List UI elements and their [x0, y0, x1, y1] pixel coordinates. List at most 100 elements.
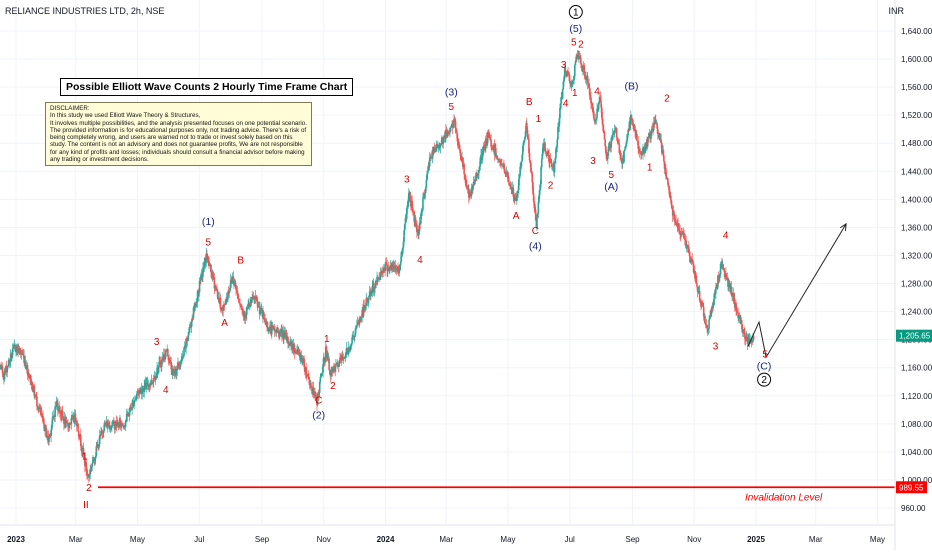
x-tick-label: Jul — [565, 535, 575, 544]
candle-body — [667, 178, 669, 185]
candle-body — [133, 399, 136, 402]
candle-body — [564, 67, 567, 72]
candle-body — [455, 127, 457, 130]
candle-body — [223, 304, 225, 307]
candle-body — [28, 372, 30, 378]
wave-label: 4 — [563, 99, 569, 110]
candle-body — [537, 202, 540, 214]
candle-body — [366, 298, 368, 301]
candle-body — [520, 166, 522, 167]
candle-body — [186, 339, 189, 342]
candle-body — [568, 74, 571, 82]
candle-body — [420, 213, 422, 224]
candle-body — [397, 267, 399, 269]
candle-body — [143, 385, 146, 392]
candle-body — [551, 162, 553, 166]
candle-body — [44, 424, 47, 429]
candle-body — [121, 422, 123, 425]
candle-body — [102, 432, 104, 434]
y-tick-label: 1,000.00 — [901, 476, 932, 485]
candle-body — [277, 333, 280, 334]
circled-wave-marker — [568, 5, 583, 20]
candle-body — [628, 121, 631, 131]
candle-body — [707, 328, 710, 331]
candle-body — [181, 355, 184, 358]
candle-body — [389, 267, 391, 269]
candle-body — [420, 210, 423, 214]
candle-body — [702, 303, 704, 307]
candle-body — [565, 71, 567, 73]
candle-body — [65, 420, 68, 423]
candle-body — [264, 319, 266, 321]
candle-body — [488, 133, 490, 138]
candle-body — [575, 56, 577, 62]
candle-body — [203, 263, 206, 269]
candle-body — [449, 127, 452, 132]
candle-body — [74, 413, 77, 422]
candle-body — [507, 176, 510, 183]
candle-body — [312, 387, 315, 394]
candle-body — [165, 350, 167, 357]
candle-body — [19, 350, 22, 355]
candle-body — [623, 150, 625, 162]
candle-body — [538, 189, 541, 196]
candle-body — [70, 418, 73, 425]
candle-body — [542, 143, 544, 154]
candle-body — [206, 253, 208, 260]
candle-body — [334, 366, 337, 371]
candle-body — [470, 187, 473, 196]
candle-body — [150, 380, 153, 384]
wave-label: 3 — [154, 337, 160, 348]
candle-body — [405, 208, 408, 219]
candle-body — [66, 422, 69, 424]
candle-body — [464, 174, 467, 183]
candle-body — [442, 137, 444, 145]
candle-body — [129, 407, 132, 409]
projection-path — [747, 223, 847, 359]
candle-body — [513, 196, 515, 201]
candle-body — [585, 77, 588, 80]
candle-body — [600, 107, 603, 118]
candle-body — [612, 132, 615, 135]
candle-body — [592, 110, 595, 119]
candle-body — [555, 147, 558, 149]
candle-body — [659, 133, 661, 141]
candle-body — [139, 389, 141, 391]
candle-body — [40, 411, 42, 413]
candle-body — [684, 239, 687, 241]
y-tick-label: 1,640.00 — [901, 27, 932, 36]
candle-body — [540, 167, 542, 185]
candle-body — [481, 152, 484, 161]
x-tick-label: Mar — [439, 535, 453, 544]
candle-body — [235, 285, 237, 290]
invalidation-price-badge — [896, 481, 927, 494]
candle-body — [512, 187, 515, 197]
candle-body — [509, 185, 512, 190]
candle-body — [367, 299, 370, 302]
candle-body — [694, 271, 696, 279]
wave-label: (5) — [569, 23, 582, 35]
candle-body — [430, 157, 433, 159]
candle-body — [680, 233, 683, 236]
candle-body — [448, 132, 451, 134]
candle-body — [544, 150, 547, 152]
candle-body — [13, 345, 15, 347]
candle-body — [6, 366, 9, 373]
candle-body — [110, 426, 112, 429]
candle-body — [696, 286, 699, 292]
candle-body — [238, 301, 241, 304]
candle-body — [610, 138, 613, 148]
candle-body — [562, 81, 565, 90]
candle-body — [198, 292, 200, 297]
candle-body — [123, 425, 125, 428]
candle-body — [572, 79, 575, 81]
candle-body — [453, 118, 455, 123]
candle-body — [319, 377, 322, 383]
candle-body — [368, 296, 370, 300]
candle-body — [424, 193, 426, 199]
candle-body — [556, 139, 559, 148]
candle-body — [92, 457, 94, 464]
candle-body — [289, 341, 291, 346]
